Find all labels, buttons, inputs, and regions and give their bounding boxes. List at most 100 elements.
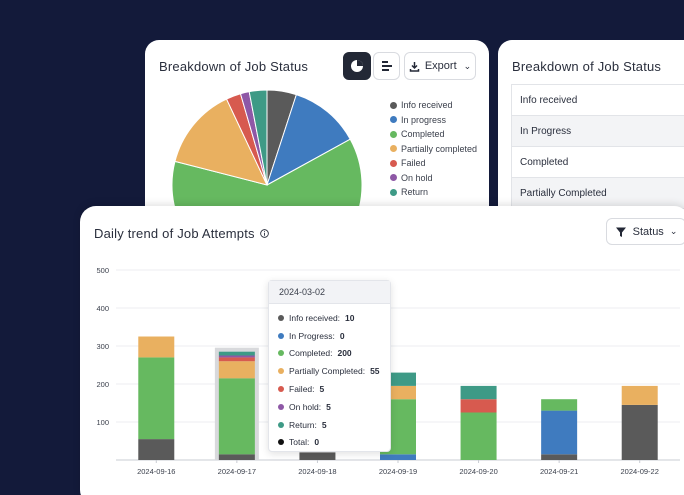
tooltip-swatch [278, 314, 284, 321]
legend-item[interactable]: Return [390, 185, 477, 200]
tooltip-swatch [278, 421, 284, 428]
legend-item[interactable]: Info received [390, 98, 477, 113]
bar-segment-completed[interactable] [138, 357, 175, 440]
x-tick-label: 2024-09-19 [379, 467, 417, 476]
legend-item[interactable]: Partially completed [390, 142, 477, 157]
tooltip-swatch [278, 332, 284, 339]
x-tick-label: 2024-09-22 [621, 467, 659, 476]
x-tick-label: 2024-09-21 [540, 467, 578, 476]
bar-segment-info-received[interactable] [621, 404, 658, 460]
daily-trend-card: 100 200 300 400 500 2024-09-16 2024-09-17 2024-… [80, 206, 684, 495]
bar-segment-failed[interactable] [218, 357, 255, 362]
y-tick-label: 500 [96, 266, 109, 275]
legend-swatch [390, 188, 397, 196]
download-icon [409, 61, 420, 72]
bar-segment-in-progress[interactable] [541, 410, 578, 455]
bar-segment-info-received[interactable] [218, 454, 255, 460]
bar-segment-partially-completed[interactable] [621, 385, 658, 405]
tooltip-row: Completed: 200 [269, 345, 390, 363]
horizontal-bars-icon [381, 61, 392, 71]
legend-swatch [390, 101, 397, 109]
x-tick-label: 2024-09-18 [298, 467, 336, 476]
legend-swatch [390, 130, 397, 138]
bar-segment-return[interactable] [218, 351, 255, 356]
bar-segment-completed[interactable] [460, 412, 497, 461]
tooltip-value: 200 [337, 348, 352, 359]
tooltip-swatch [278, 368, 284, 375]
status-filter-button[interactable]: Status ⌄ [606, 218, 684, 245]
bar-segment-info-received[interactable] [299, 452, 336, 460]
table-card-title: Breakdown of Job Status [512, 59, 662, 74]
pie-slice-return[interactable] [248, 89, 268, 186]
legend-item[interactable]: On hold [390, 171, 477, 186]
legend-label: Failed [401, 158, 426, 169]
chevron-down-icon: ⌄ [463, 60, 472, 71]
bar-chart-toggle-button[interactable] [373, 52, 400, 80]
trend-title-text: Daily trend of Job Attempts [94, 226, 255, 241]
tooltip-value: 0 [314, 437, 320, 448]
legend-swatch [390, 174, 397, 182]
filter-icon [615, 227, 626, 237]
tooltip-value: 5 [321, 419, 327, 430]
trend-card-title: Daily trend of Job Attempts [94, 226, 269, 241]
bar-segment-partially-completed[interactable] [218, 361, 255, 379]
legend-label: In progress [401, 114, 447, 125]
pie-card-title: Breakdown of Job Status [159, 59, 309, 74]
bar-segment-info-received[interactable] [138, 439, 175, 460]
tooltip-label: Completed: [289, 348, 333, 359]
table-row[interactable]: Info received [511, 85, 684, 116]
tooltip-swatch [278, 350, 284, 357]
pie-chart-toggle-button[interactable] [343, 52, 371, 80]
tooltip-swatch [278, 403, 284, 410]
bar-segment-completed[interactable] [541, 399, 578, 411]
legend-label: Info received [401, 100, 453, 111]
tooltip-row: Info received: 10 [269, 309, 390, 327]
info-icon[interactable] [259, 229, 269, 238]
pie-slice-in-progress[interactable] [266, 94, 351, 187]
legend-label: Partially completed [401, 143, 478, 154]
chevron-down-icon: ⌄ [669, 226, 678, 236]
x-tick-label: 2024-09-16 [137, 467, 175, 476]
table-row[interactable]: Completed [511, 147, 684, 178]
table-row[interactable]: In Progress [511, 116, 684, 147]
bar-segment-completed[interactable] [218, 378, 255, 455]
bar-segment-return[interactable] [460, 385, 497, 400]
tooltip-label: Failed: [289, 384, 315, 395]
export-label: Export [424, 60, 457, 72]
export-button[interactable]: Export ⌄ [404, 52, 476, 80]
tooltip-swatch [278, 386, 284, 393]
tooltip-value: 55 [370, 366, 380, 377]
tooltip-value: 0 [339, 330, 345, 341]
bar-segment-info-received[interactable] [541, 454, 578, 460]
pie-slice-partially-completed[interactable] [174, 98, 268, 186]
legend-label: On hold [401, 172, 433, 183]
tooltip-row: In Progress: 0 [269, 327, 390, 345]
tooltip-row: Partially Completed: 55 [269, 362, 390, 380]
tooltip-rows: Info received: 10 In Progress: 0 Completed: 2… [269, 309, 390, 451]
bar-segment-partially-completed[interactable] [138, 336, 175, 358]
y-tick-label: 100 [96, 418, 109, 427]
tooltip-value: 10 [345, 312, 355, 323]
tooltip-row: Return: 5 [269, 416, 390, 434]
tooltip-swatch [278, 439, 284, 446]
x-tick-label: 2024-09-17 [218, 467, 256, 476]
pie-chart-icon [351, 60, 363, 72]
pie-legend: Info received In progress Completed Partial… [390, 98, 477, 200]
y-tick-label: 400 [96, 304, 109, 313]
bar-segment-in-progress[interactable] [380, 454, 416, 460]
tooltip-label: On hold: [289, 401, 322, 412]
legend-item[interactable]: Completed [390, 127, 477, 142]
bar-segment-on-hold[interactable] [218, 355, 255, 358]
bar-segment-failed[interactable] [460, 399, 497, 413]
tooltip-row: Total: 0 [269, 434, 390, 452]
chart-tooltip: 2024-03-02 Info received: 10 In Progress: 0… [268, 280, 391, 452]
legend-item[interactable]: Failed [390, 156, 477, 171]
legend-item[interactable]: In progress [390, 113, 477, 128]
tooltip-label: In Progress: [289, 330, 335, 341]
x-tick-label: 2024-09-20 [459, 467, 497, 476]
legend-label: Return [401, 187, 429, 198]
table-row[interactable]: Partially Completed [511, 178, 684, 209]
y-tick-label: 200 [96, 380, 109, 389]
tooltip-value: 5 [326, 401, 331, 412]
tooltip-value: 5 [319, 384, 325, 395]
